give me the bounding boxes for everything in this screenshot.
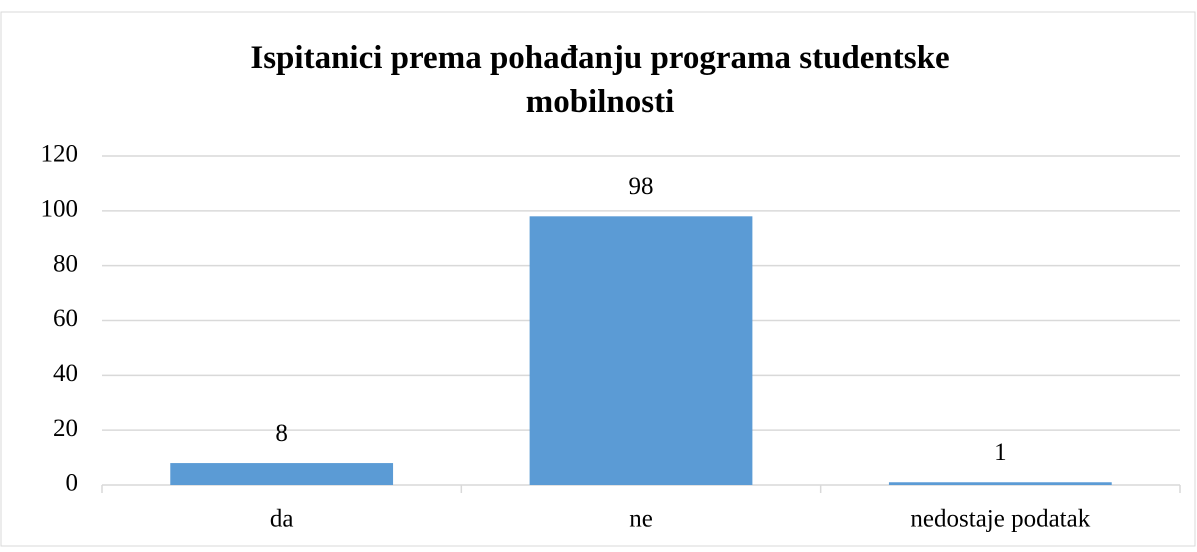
data-label: 98: [629, 173, 654, 200]
y-tick-label: 120: [41, 141, 79, 168]
chart-title: Ispitanici prema pohađanju programa stud…: [250, 40, 949, 120]
y-tick-label: 20: [53, 415, 78, 442]
data-label: 1: [994, 439, 1007, 466]
x-tick-label: da: [270, 506, 294, 533]
x-tick-label: nedostaje podatak: [910, 506, 1090, 533]
data-label: 8: [275, 420, 288, 447]
y-tick-label: 100: [41, 196, 79, 223]
bar: [170, 463, 394, 485]
y-tick-label: 80: [53, 250, 78, 277]
y-tick-label: 40: [53, 360, 78, 387]
bar: [888, 482, 1112, 485]
bar: [529, 216, 753, 486]
x-tick-label: ne: [629, 506, 653, 533]
y-tick-label: 0: [66, 470, 79, 497]
y-tick-label: 60: [53, 305, 78, 332]
